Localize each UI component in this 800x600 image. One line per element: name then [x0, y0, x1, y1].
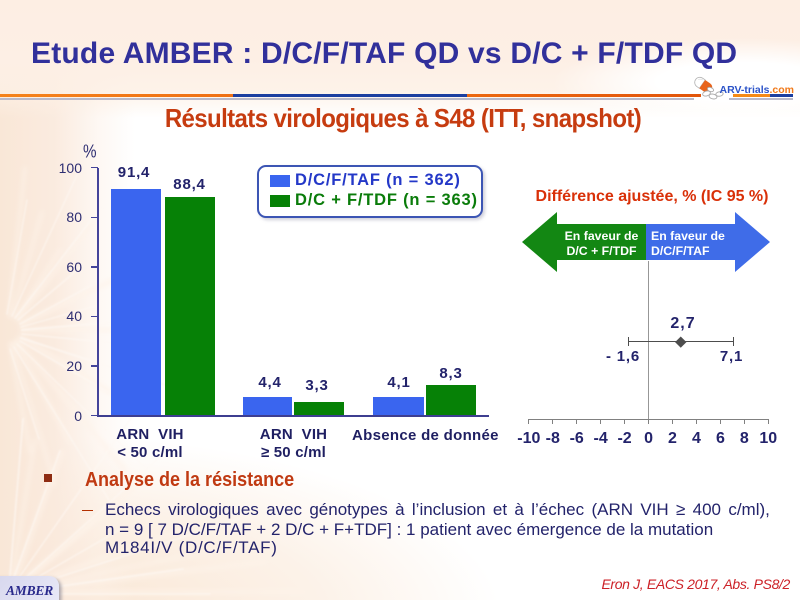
svg-text:ARV-trials.com: ARV-trials.com [720, 84, 795, 96]
